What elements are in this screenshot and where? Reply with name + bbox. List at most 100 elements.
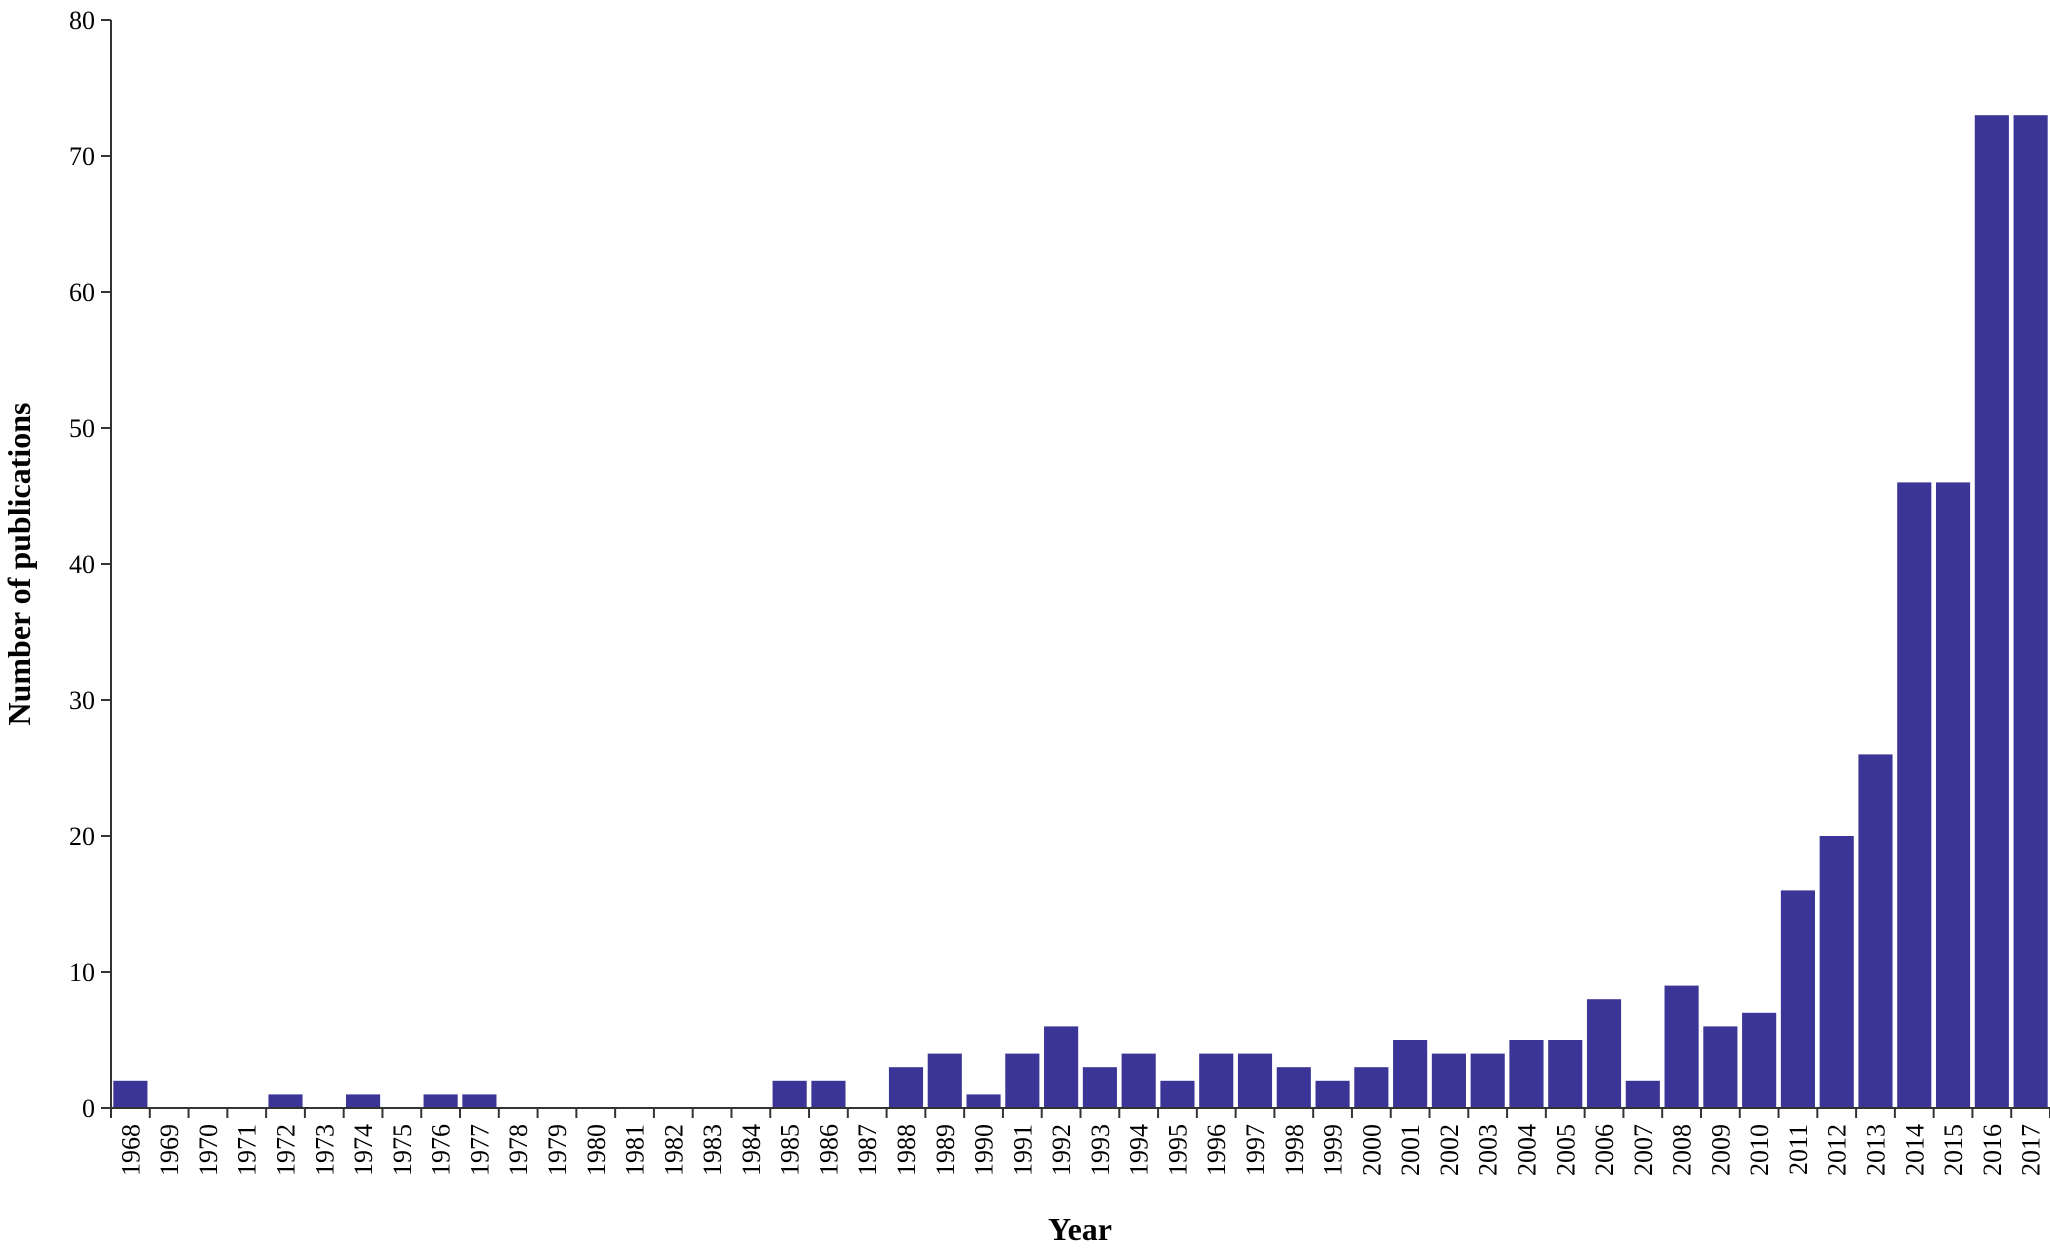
- bar-1988: [888, 1067, 924, 1108]
- y-tick-label: 70: [69, 142, 95, 171]
- bar-2000: [1354, 1067, 1389, 1108]
- x-tick-label: 2000: [1357, 1124, 1386, 1176]
- bar-1992: [1044, 1026, 1079, 1108]
- bar-1974: [346, 1094, 381, 1108]
- bar-1993: [1082, 1067, 1117, 1108]
- x-tick-label: 2007: [1629, 1124, 1658, 1176]
- x-tick-label: 1975: [388, 1124, 417, 1176]
- x-tick-label: 1984: [737, 1124, 766, 1176]
- bar-2016: [1974, 115, 2009, 1108]
- y-axis-title: Number of publications: [1, 402, 37, 725]
- bar-2003: [1470, 1053, 1505, 1108]
- x-tick-label: 2002: [1435, 1124, 1464, 1176]
- x-tick-label: 1971: [233, 1124, 262, 1176]
- bar-1991: [1005, 1053, 1040, 1108]
- bar-1968: [113, 1080, 148, 1108]
- y-tick-label: 40: [69, 550, 95, 579]
- y-tick-label: 0: [82, 1094, 95, 1123]
- bar-2008: [1664, 985, 1699, 1108]
- x-tick-label: 1994: [1125, 1124, 1154, 1176]
- x-axis-ticks: 1968 1969 1970 1971 1972 1973 1974 1975 1976 1977…: [110, 1108, 2050, 1176]
- y-tick-label: 80: [69, 6, 95, 35]
- x-tick-label: 2009: [1706, 1124, 1735, 1176]
- bar-1977: [462, 1094, 497, 1108]
- y-axis-ticks: 0 10 20 30 40 50 60 70 80: [69, 6, 111, 1123]
- bar-2011: [1780, 890, 1815, 1108]
- bar-2001: [1393, 1040, 1428, 1108]
- x-tick-label: 1997: [1241, 1124, 1270, 1176]
- x-tick-label: 1996: [1202, 1124, 1231, 1176]
- bar-2009: [1703, 1026, 1738, 1108]
- bar-2012: [1819, 836, 1854, 1108]
- x-tick-label: 2004: [1512, 1124, 1541, 1176]
- x-tick-label: 1983: [698, 1124, 727, 1176]
- x-tick-label: 1995: [1163, 1124, 1192, 1176]
- x-axis-title: Year: [1048, 1211, 1112, 1247]
- bar-1999: [1315, 1080, 1350, 1108]
- bars-group: [113, 115, 2048, 1108]
- bar-1998: [1276, 1067, 1311, 1108]
- x-tick-label: 1986: [814, 1124, 843, 1176]
- bar-2005: [1548, 1040, 1583, 1108]
- x-tick-label: 1993: [1086, 1124, 1115, 1176]
- x-tick-label: 1974: [349, 1124, 378, 1176]
- x-tick-label: 2017: [2017, 1124, 2046, 1176]
- bar-1990: [966, 1094, 1001, 1108]
- x-tick-label: 1991: [1008, 1124, 1037, 1176]
- x-tick-label: 1989: [931, 1124, 960, 1176]
- bar-2007: [1625, 1080, 1660, 1108]
- y-tick-label: 60: [69, 278, 95, 307]
- x-tick-label: 1969: [155, 1124, 184, 1176]
- bar-2010: [1742, 1012, 1777, 1108]
- bar-1976: [423, 1094, 458, 1108]
- x-tick-label: 1976: [427, 1124, 456, 1176]
- y-tick-label: 20: [69, 822, 95, 851]
- bar-2004: [1509, 1040, 1544, 1108]
- x-tick-label: 1973: [310, 1124, 339, 1176]
- x-tick-label: 2015: [1939, 1124, 1968, 1176]
- x-tick-label: 1992: [1047, 1124, 1076, 1176]
- bar-2015: [1935, 482, 1971, 1108]
- x-tick-label: 2016: [1978, 1124, 2007, 1176]
- x-tick-label: 2005: [1551, 1124, 1580, 1176]
- x-tick-label: 1980: [582, 1124, 611, 1176]
- x-tick-label: 2001: [1396, 1124, 1425, 1176]
- x-tick-label: 1970: [194, 1124, 223, 1176]
- bar-1995: [1160, 1080, 1195, 1108]
- x-tick-label: 2006: [1590, 1124, 1619, 1176]
- x-tick-label: 2008: [1668, 1124, 1697, 1176]
- bar-1997: [1237, 1053, 1273, 1108]
- bar-1985: [772, 1080, 807, 1108]
- x-tick-label: 2003: [1474, 1124, 1503, 1176]
- bar-1996: [1199, 1053, 1234, 1108]
- y-tick-label: 50: [69, 414, 95, 443]
- x-tick-label: 1988: [892, 1124, 921, 1176]
- x-tick-label: 2014: [1900, 1124, 1929, 1176]
- bar-2014: [1897, 482, 1932, 1108]
- x-tick-label: 1981: [621, 1124, 650, 1176]
- x-tick-label: 2011: [1784, 1124, 1813, 1175]
- bar-1986: [811, 1080, 846, 1108]
- x-tick-label: 1979: [543, 1124, 572, 1176]
- x-tick-label: 1990: [970, 1124, 999, 1176]
- x-tick-label: 1972: [272, 1124, 301, 1176]
- x-tick-label: 2013: [1861, 1124, 1890, 1176]
- x-tick-label: 1998: [1280, 1124, 1309, 1176]
- bar-2002: [1431, 1053, 1466, 1108]
- x-tick-label: 2012: [1823, 1124, 1852, 1176]
- bar-2017: [2013, 115, 2048, 1108]
- x-tick-label: 1968: [116, 1124, 145, 1176]
- bar-1994: [1121, 1053, 1156, 1108]
- x-tick-label: 1985: [776, 1124, 805, 1176]
- x-tick-label: 1999: [1319, 1124, 1348, 1176]
- bar-2013: [1858, 754, 1893, 1108]
- x-tick-label: 1987: [853, 1124, 882, 1176]
- x-tick-label: 1977: [465, 1124, 494, 1176]
- y-tick-label: 30: [69, 686, 95, 715]
- y-tick-label: 10: [69, 958, 95, 987]
- x-tick-label: 1982: [659, 1124, 688, 1176]
- bar-1989: [927, 1053, 962, 1108]
- bar-1972: [268, 1094, 303, 1108]
- x-tick-label: 1978: [504, 1124, 533, 1176]
